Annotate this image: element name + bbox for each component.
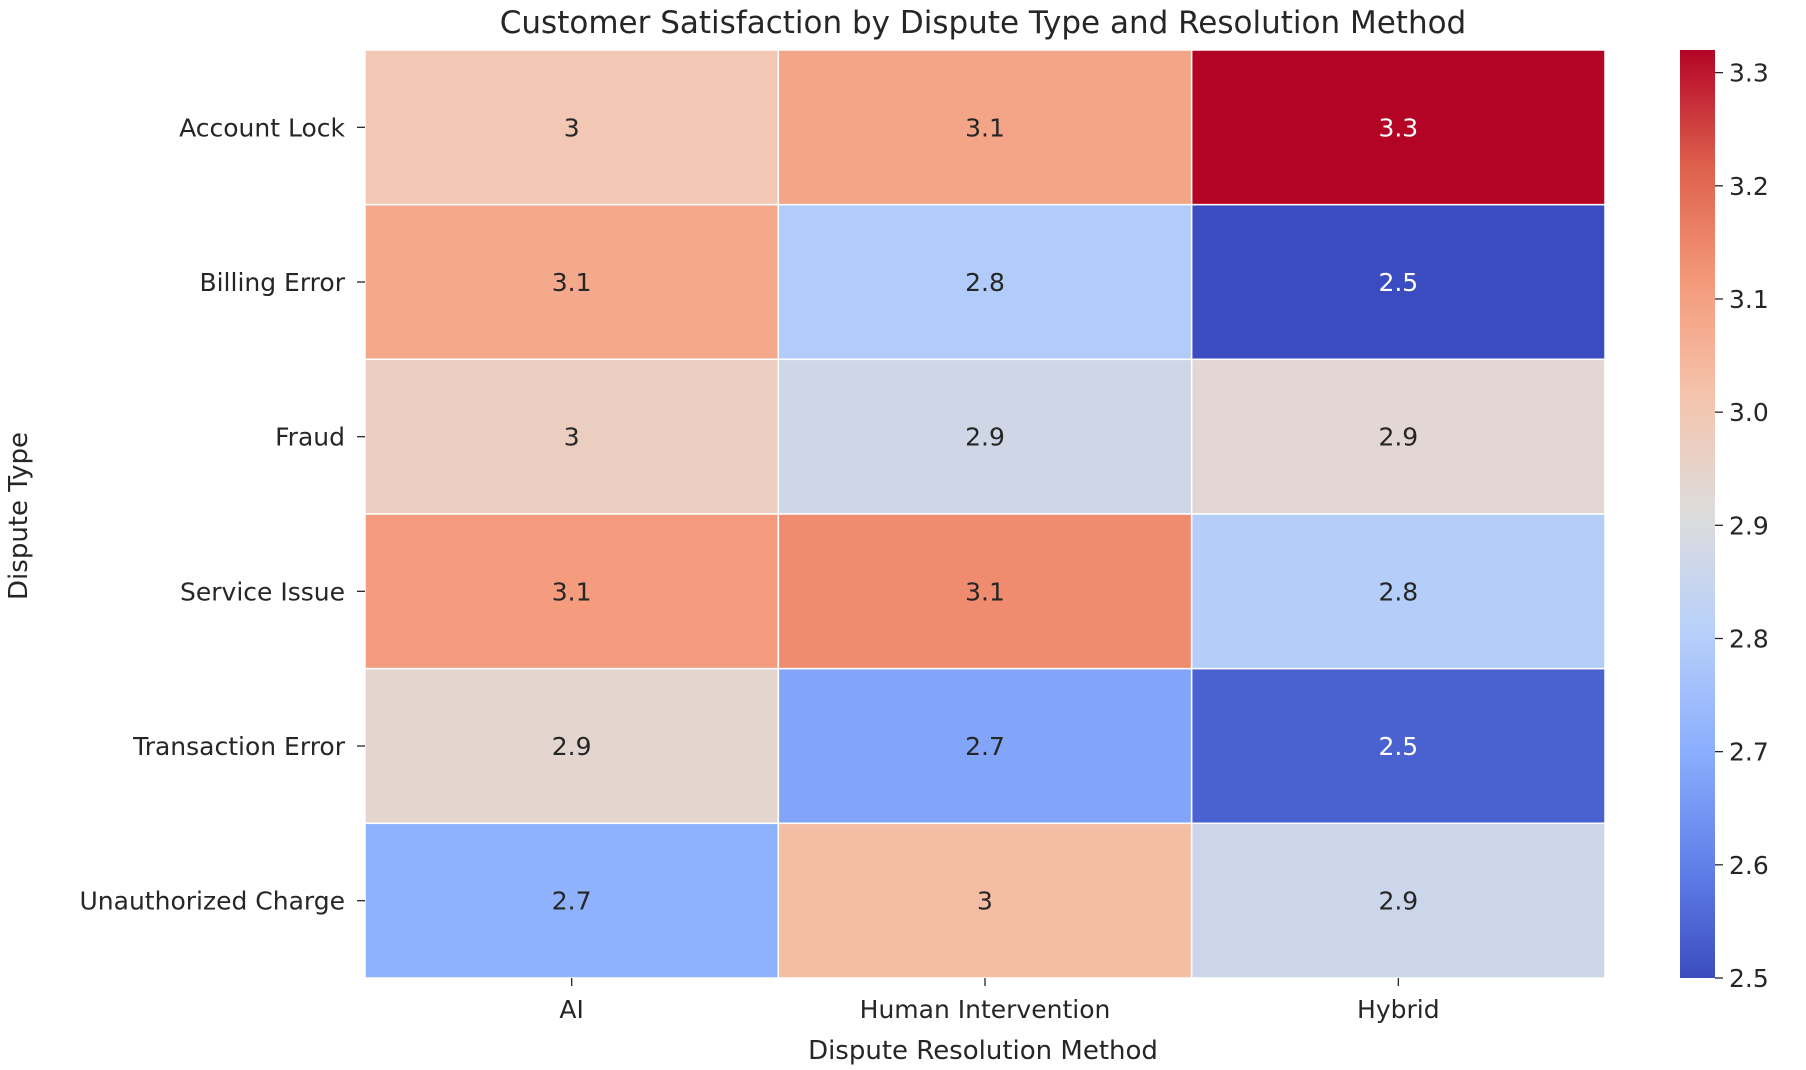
heatmap-cell	[777, 358, 1193, 515]
cell-value-label: 3.1	[552, 268, 592, 297]
heatmap-cell	[1190, 667, 1606, 825]
y-tick-label: Transaction Error	[132, 732, 346, 761]
heatmap-cell	[364, 358, 780, 515]
y-tick-label: Billing Error	[199, 268, 345, 297]
cell-value-label: 2.9	[1378, 887, 1418, 916]
cell-value-label: 2.7	[965, 732, 1005, 761]
cell-value-label: 2.9	[1378, 423, 1418, 452]
cell-value-label: 3.1	[552, 577, 592, 606]
cell-value-label: 2.9	[965, 423, 1005, 452]
cell-value-label: 3.1	[965, 113, 1005, 142]
colorbar-ticks: 2.5 2.6 2.7 2.8 2.9 3.0 3.1 3.2 3.3	[1715, 59, 1769, 993]
cell-value-label: 3	[564, 423, 580, 452]
heatmap-cell	[1190, 822, 1606, 979]
y-tick-label: Account Lock	[179, 113, 345, 142]
heatmap-cell	[1190, 49, 1606, 206]
y-axis-label: Dispute Type	[4, 432, 34, 600]
heatmap-cell	[364, 513, 780, 670]
heatmap-cell	[364, 49, 780, 206]
heatmap-cell	[1190, 203, 1606, 361]
colorbar-tick-label: 3.2	[1729, 172, 1769, 201]
colorbar-tick-label: 2.9	[1729, 511, 1769, 540]
heatmap-cells	[364, 49, 1606, 979]
cell-value-label: 2.5	[1378, 732, 1418, 761]
colorbar-tick-label: 2.7	[1729, 738, 1769, 767]
heatmap-cell-labels: 3 3.1 3.3 3.1 2.8 2.5 3 2.9 2.9 3.1 3.1 2.8 2.9 2.7 2.…	[552, 113, 1418, 915]
colorbar-tick-label: 2.6	[1729, 851, 1769, 880]
heatmap-cell	[1190, 513, 1606, 670]
x-tick-label: Hybrid	[1357, 995, 1440, 1024]
cell-value-label: 3	[564, 113, 580, 142]
y-tick-label: Fraud	[275, 423, 345, 452]
y-tick-label: Unauthorized Charge	[79, 887, 345, 916]
y-axis-ticks: Account Lock Billing Error Fraud Service Is…	[79, 113, 365, 916]
cell-value-label: 3.1	[965, 577, 1005, 606]
cell-value-label: 3.3	[1378, 113, 1418, 142]
colorbar-tick-label: 3.3	[1729, 59, 1769, 88]
heatmap-cell	[364, 667, 780, 825]
colorbar-tick-label: 3.1	[1729, 285, 1769, 314]
x-tick-label: AI	[559, 995, 583, 1024]
colorbar: 2.5 2.6 2.7 2.8 2.9 3.0 3.1 3.2 3.3	[1680, 50, 1769, 993]
cell-value-label: 3	[977, 887, 993, 916]
x-tick-label: Human Intervention	[860, 995, 1111, 1024]
cell-value-label: 2.9	[552, 732, 592, 761]
heatmap-cell	[777, 822, 1193, 979]
colorbar-tick-label: 2.8	[1729, 624, 1769, 653]
colorbar-gradient	[1680, 50, 1715, 978]
colorbar-tick-label: 2.5	[1729, 964, 1769, 993]
x-axis-label: Dispute Resolution Method	[808, 1036, 1158, 1066]
heatmap-cell	[777, 203, 1193, 361]
x-axis-ticks: AI Human Intervention Hybrid	[559, 978, 1440, 1024]
cell-value-label: 2.8	[965, 268, 1005, 297]
chart-title: Customer Satisfaction by Dispute Type an…	[500, 5, 1466, 41]
cell-value-label: 2.8	[1378, 577, 1418, 606]
y-tick-label: Service Issue	[180, 577, 345, 606]
cell-value-label: 2.7	[552, 887, 592, 916]
heatmap-cell	[777, 49, 1193, 206]
heatmap-cell	[777, 667, 1193, 825]
heatmap-cell	[364, 203, 780, 361]
colorbar-tick-label: 3.0	[1729, 398, 1769, 427]
cell-value-label: 2.5	[1378, 268, 1418, 297]
